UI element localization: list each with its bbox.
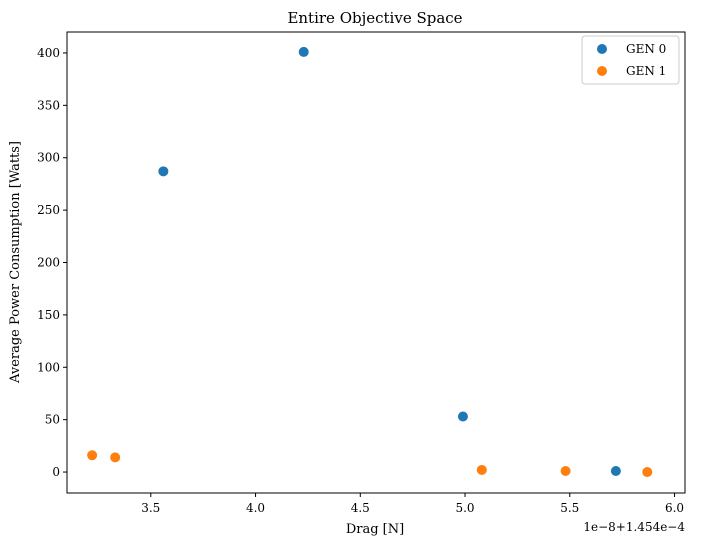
x-tick-label: 5.0 bbox=[455, 501, 474, 515]
points-layer bbox=[87, 46, 653, 478]
y-axis: 0 50 100 150 200 250 300 350 400 bbox=[37, 46, 67, 479]
y-tick-label: 300 bbox=[37, 151, 60, 165]
x-tick-label: 3.5 bbox=[141, 501, 160, 515]
data-point-gen-1 bbox=[110, 452, 121, 463]
data-point-gen-1 bbox=[560, 465, 571, 476]
y-axis-label: Average Power Consumption [Watts] bbox=[8, 141, 23, 384]
y-tick-label: 0 bbox=[52, 465, 60, 479]
data-point-gen-1 bbox=[87, 450, 98, 461]
legend-label-gen-1: GEN 1 bbox=[626, 64, 666, 78]
legend: GEN 0 GEN 1 bbox=[581, 35, 680, 85]
data-point-gen-0 bbox=[298, 46, 309, 57]
y-tick-label: 100 bbox=[37, 360, 60, 374]
x-tick-label: 5.5 bbox=[560, 501, 579, 515]
x-tick-label: 6.0 bbox=[665, 501, 684, 515]
y-tick-label: 150 bbox=[37, 308, 60, 322]
x-axis-label: Drag [N] bbox=[346, 522, 404, 537]
x-tick-label: 4.0 bbox=[246, 501, 265, 515]
data-point-gen-0 bbox=[158, 166, 169, 177]
legend-marker-gen-1 bbox=[597, 66, 607, 76]
plot-frame bbox=[66, 31, 686, 494]
x-axis-offset-text: 1e−8+1.454e−4 bbox=[583, 520, 685, 534]
chart-title: Entire Objective Space bbox=[287, 9, 462, 27]
data-point-gen-0 bbox=[457, 411, 468, 422]
y-tick-label: 400 bbox=[37, 46, 60, 60]
y-tick-label: 350 bbox=[37, 98, 60, 112]
data-point-gen-1 bbox=[642, 467, 653, 478]
y-tick-label: 200 bbox=[37, 256, 60, 270]
data-point-gen-0 bbox=[610, 465, 621, 476]
y-tick-label: 50 bbox=[45, 413, 60, 427]
y-tick-label: 250 bbox=[37, 203, 60, 217]
data-point-gen-1 bbox=[476, 464, 487, 475]
x-axis: 3.5 4.0 4.5 5.0 5.5 6.0 bbox=[141, 493, 684, 515]
legend-marker-gen-0 bbox=[597, 44, 607, 54]
legend-label-gen-0: GEN 0 bbox=[626, 42, 666, 56]
x-tick-label: 4.5 bbox=[351, 501, 370, 515]
